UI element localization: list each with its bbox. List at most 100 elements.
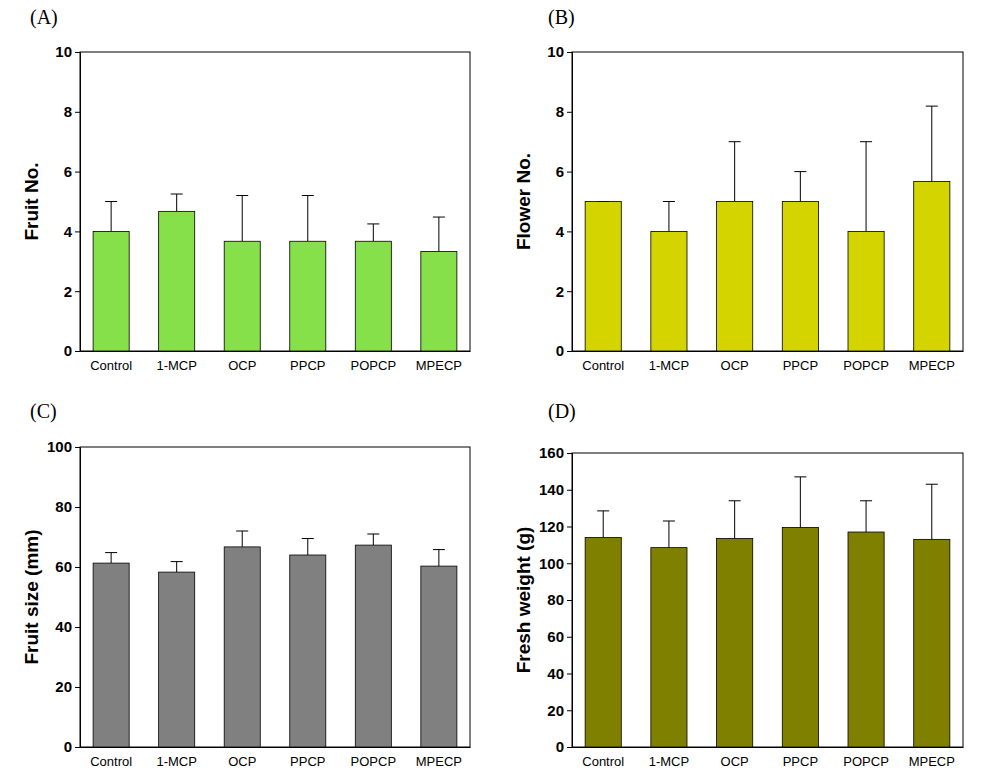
x-tick: POPCP xyxy=(843,747,889,769)
x-tick-label: POPCP xyxy=(843,754,889,769)
x-tick-label: MPECP xyxy=(909,754,955,769)
y-tick-mark xyxy=(567,351,572,352)
y-tick-label: 0 xyxy=(556,738,564,755)
y-tick-mark xyxy=(75,687,80,688)
x-tick: Control xyxy=(582,747,624,769)
bar xyxy=(651,231,687,351)
error-bar xyxy=(860,142,872,232)
bar xyxy=(717,538,753,747)
bar xyxy=(717,202,753,352)
error-stem xyxy=(603,511,604,538)
y-tick: 8 xyxy=(64,103,80,120)
error-cap xyxy=(860,141,872,142)
error-bar xyxy=(433,550,445,567)
y-tick-mark xyxy=(567,231,572,232)
y-tick-mark xyxy=(567,527,572,528)
y-tick-label: 6 xyxy=(556,163,564,180)
x-tick-label: Control xyxy=(582,358,624,373)
y-axis-line xyxy=(567,53,573,352)
y-tick: 80 xyxy=(547,591,572,608)
x-tick: POPCP xyxy=(351,747,397,769)
y-axis-title: Fruit size (mm) xyxy=(21,529,42,664)
bars xyxy=(93,194,457,351)
error-stem xyxy=(176,194,177,211)
y-tick: 0 xyxy=(556,738,572,755)
y-tick-label: 100 xyxy=(47,438,72,455)
panel-title: (A) xyxy=(30,6,58,29)
x-axis-line xyxy=(573,747,964,748)
y-tick-label: 40 xyxy=(547,665,564,682)
y-tick: 2 xyxy=(64,283,80,300)
y-axis-line xyxy=(567,454,573,748)
y-tick-mark xyxy=(567,112,572,113)
y-tick-mark xyxy=(75,567,80,568)
y-tick-label: 160 xyxy=(539,444,564,461)
y-axis-line xyxy=(75,53,81,352)
panel-title: (B) xyxy=(548,6,575,29)
y-tick: 6 xyxy=(556,163,572,180)
error-stem xyxy=(373,224,374,241)
y-tick: 10 xyxy=(547,43,572,60)
error-cap xyxy=(236,531,248,532)
error-bar xyxy=(105,553,117,564)
x-tick-label: Control xyxy=(90,358,132,373)
x-tick-label: 1-MCP xyxy=(156,754,196,769)
x-tick: POPCP xyxy=(843,351,889,373)
x-tick: PPCP xyxy=(783,747,818,769)
bar xyxy=(290,241,326,351)
y-tick-label: 20 xyxy=(547,702,564,719)
y-tick-mark xyxy=(75,291,80,292)
x-tick: 1-MCP xyxy=(156,747,196,769)
x-tick: MPECP xyxy=(416,747,462,769)
error-stem xyxy=(111,202,112,232)
error-bar xyxy=(367,224,379,241)
bar xyxy=(782,202,818,352)
x-tick: OCP xyxy=(721,747,749,769)
error-cap xyxy=(926,106,938,107)
y-tick: 60 xyxy=(55,558,80,575)
y-tick-label: 6 xyxy=(64,163,72,180)
y-tick: 160 xyxy=(539,444,572,461)
x-tick-label: 1-MCP xyxy=(156,358,196,373)
error-stem xyxy=(111,553,112,564)
x-tick-label: PPCP xyxy=(290,358,325,373)
error-bar xyxy=(926,106,938,181)
bar xyxy=(848,231,884,351)
bar xyxy=(355,241,391,351)
x-tick-label: PPCP xyxy=(290,754,325,769)
error-cap xyxy=(105,201,117,202)
y-tick: 4 xyxy=(64,223,80,240)
y-tick-mark xyxy=(567,747,572,748)
y-tick-label: 8 xyxy=(64,103,72,120)
y-tick-label: 20 xyxy=(55,678,72,695)
y-tick: 0 xyxy=(64,738,80,755)
error-cap xyxy=(729,500,741,501)
y-axis: 020406080100 xyxy=(47,438,81,755)
error-stem xyxy=(668,202,669,232)
bars xyxy=(93,531,457,747)
y-tick: 80 xyxy=(55,498,80,515)
y-tick-label: 80 xyxy=(547,591,564,608)
y-axis: 0246810 xyxy=(55,43,80,359)
y-tick-label: 60 xyxy=(55,558,72,575)
y-axis-title: Fresh weight (g) xyxy=(513,527,534,674)
error-bar xyxy=(597,511,609,538)
error-cap xyxy=(171,194,183,195)
x-tick-label: MPECP xyxy=(416,358,462,373)
x-tick: OCP xyxy=(721,351,749,373)
x-tick-label: OCP xyxy=(721,754,749,769)
error-stem xyxy=(242,531,243,547)
y-tick-mark xyxy=(567,453,572,454)
error-cap xyxy=(663,201,675,202)
y-tick: 100 xyxy=(539,555,572,572)
x-tick: MPECP xyxy=(416,351,462,373)
plot-frame xyxy=(80,447,470,747)
error-bar xyxy=(860,501,872,532)
y-tick: 8 xyxy=(556,103,572,120)
bar xyxy=(651,548,687,747)
y-axis: 0246810 xyxy=(547,43,572,359)
y-tick: 10 xyxy=(55,43,80,60)
bar xyxy=(421,251,457,351)
x-tick-label: OCP xyxy=(228,358,256,373)
bars xyxy=(585,106,950,351)
